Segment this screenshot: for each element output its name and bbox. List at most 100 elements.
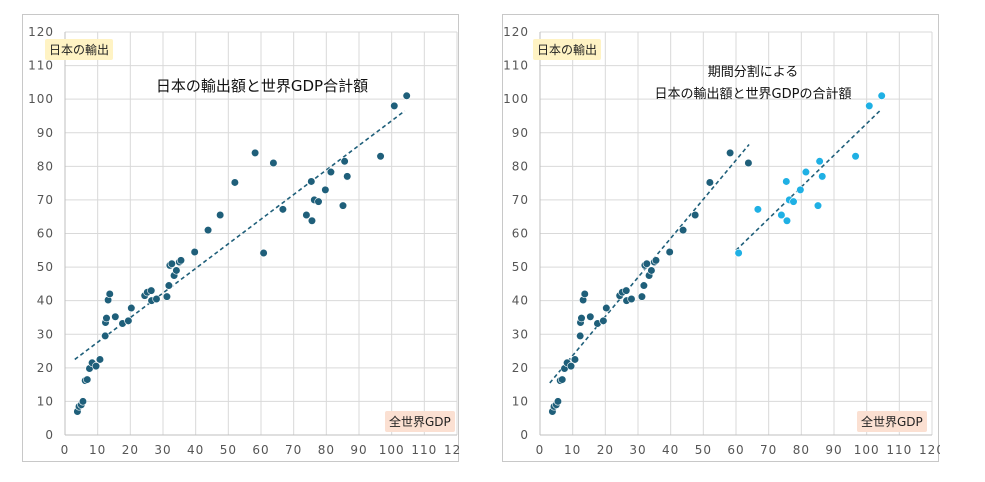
x-tick-label: 40 bbox=[187, 443, 204, 457]
data-point bbox=[637, 292, 647, 301]
data-point bbox=[164, 281, 173, 290]
data-point bbox=[622, 286, 631, 295]
data-point bbox=[691, 210, 700, 220]
x-axis-label: 全世界GDP bbox=[857, 411, 927, 432]
data-point bbox=[782, 177, 791, 186]
x-tick-label: 70 bbox=[285, 443, 302, 457]
data-point bbox=[102, 314, 111, 323]
data-point bbox=[230, 178, 239, 187]
x-tick-label: 20 bbox=[597, 443, 614, 457]
data-point bbox=[744, 158, 753, 168]
data-point bbox=[307, 216, 317, 225]
data-point bbox=[147, 286, 156, 295]
y-tick-label: 110 bbox=[28, 59, 54, 73]
data-point bbox=[176, 256, 186, 265]
x-tick-label: 10 bbox=[89, 443, 106, 457]
data-point bbox=[269, 158, 278, 168]
x-tick-label: 100 bbox=[379, 443, 405, 457]
x-tick-label: 120 bbox=[919, 443, 940, 457]
data-point bbox=[678, 226, 688, 235]
y-tick-label: 70 bbox=[37, 193, 54, 207]
x-tick-label: 40 bbox=[662, 443, 679, 457]
data-point bbox=[566, 362, 576, 371]
data-point bbox=[796, 185, 805, 194]
data-point bbox=[665, 247, 674, 257]
data-point bbox=[343, 172, 352, 181]
y-tick-label: 10 bbox=[512, 394, 529, 408]
data-point bbox=[111, 312, 120, 321]
data-point bbox=[314, 197, 323, 206]
chart-title: 日本の輸出額と世界GDP合計額 bbox=[155, 77, 369, 95]
data-point bbox=[338, 201, 348, 210]
y-tick-label: 80 bbox=[37, 159, 54, 173]
x-tick-label: 90 bbox=[350, 443, 367, 457]
data-point bbox=[340, 157, 349, 166]
x-tick-label: 50 bbox=[695, 443, 712, 457]
chart-title-line-2: 日本の輸出額と世界GDPの合計額 bbox=[654, 87, 852, 102]
data-point bbox=[753, 205, 762, 214]
data-point bbox=[777, 210, 786, 220]
data-point bbox=[651, 256, 661, 265]
scatter-chart-right: 0 10 20 30 40 50 60 70 80 90 100 110 120 0 10 20 30 40 50 6… bbox=[503, 25, 940, 457]
data-point bbox=[259, 248, 268, 258]
x-tick-label: 80 bbox=[793, 443, 810, 457]
y-tick-label: 30 bbox=[512, 327, 529, 341]
y-tick-label: 10 bbox=[37, 394, 54, 408]
y-tick-label: 60 bbox=[37, 227, 54, 241]
x-tick-label: 10 bbox=[564, 443, 581, 457]
x-tick-label: 50 bbox=[220, 443, 237, 457]
y-tick-label: 100 bbox=[28, 92, 54, 106]
y-tick-label: 50 bbox=[512, 260, 529, 274]
data-point bbox=[278, 205, 287, 214]
data-point bbox=[851, 152, 860, 161]
data-point bbox=[782, 216, 792, 225]
data-point bbox=[789, 197, 798, 206]
x-tick-label: 60 bbox=[252, 443, 269, 457]
data-point bbox=[203, 226, 213, 235]
x-tick-label: 110 bbox=[411, 443, 437, 457]
x-tick-label: 30 bbox=[154, 443, 171, 457]
data-point bbox=[602, 303, 611, 313]
data-point bbox=[190, 247, 199, 257]
trendline bbox=[74, 110, 406, 361]
data-point bbox=[647, 266, 656, 275]
y-tick-label: 90 bbox=[37, 126, 54, 140]
data-point bbox=[734, 248, 743, 258]
x-axis-label: 全世界GDP bbox=[385, 411, 455, 432]
x-tick-label: 110 bbox=[886, 443, 912, 457]
data-point bbox=[705, 178, 714, 187]
data-point bbox=[95, 355, 105, 364]
y-tick-label: 120 bbox=[28, 25, 54, 39]
data-point bbox=[865, 101, 874, 110]
y-tick-label: 90 bbox=[512, 126, 529, 140]
y-tick-label: 60 bbox=[512, 227, 529, 241]
x-tick-label: 80 bbox=[318, 443, 335, 457]
data-point bbox=[162, 292, 172, 301]
y-tick-label: 120 bbox=[503, 25, 529, 39]
data-point bbox=[553, 397, 563, 406]
chart-panel-left: 0 10 20 30 40 50 60 70 80 90 100 110 120 0 10 20 30 40 50 6… bbox=[22, 14, 460, 462]
data-point bbox=[251, 148, 260, 157]
chart-title-line-1: 期間分割による bbox=[707, 65, 799, 80]
data-point bbox=[321, 185, 330, 194]
y-tick-label: 80 bbox=[512, 159, 529, 173]
y-tick-label: 0 bbox=[520, 428, 529, 442]
data-point bbox=[376, 152, 385, 161]
data-point bbox=[172, 266, 181, 275]
data-point bbox=[390, 101, 399, 110]
x-tick-label: 100 bbox=[854, 443, 880, 457]
data-point bbox=[576, 331, 585, 341]
y-axis-label: 日本の輸出 bbox=[533, 39, 602, 60]
data-point bbox=[570, 355, 580, 364]
data-point bbox=[78, 397, 88, 406]
chart-panel-right: 0 10 20 30 40 50 60 70 80 90 100 110 120 0 10 20 30 40 50 6… bbox=[502, 14, 940, 462]
data-point bbox=[580, 289, 589, 299]
scatter-chart-left: 0 10 20 30 40 50 60 70 80 90 100 110 120 0 10 20 30 40 50 6… bbox=[28, 25, 460, 457]
x-tick-label: 70 bbox=[760, 443, 777, 457]
data-point bbox=[627, 294, 636, 304]
y-tick-label: 100 bbox=[503, 92, 529, 106]
data-point bbox=[326, 167, 336, 177]
y-tick-label: 40 bbox=[37, 294, 54, 308]
data-point bbox=[801, 167, 811, 177]
data-point bbox=[105, 289, 114, 299]
